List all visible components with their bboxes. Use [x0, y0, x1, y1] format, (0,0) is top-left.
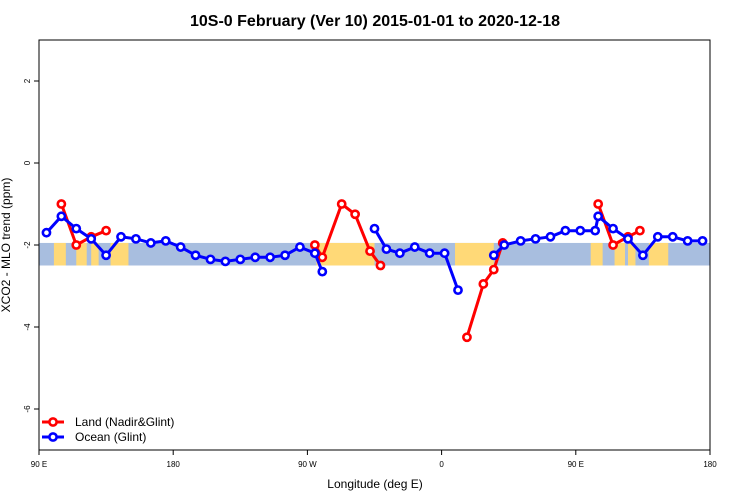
data-point [131, 233, 141, 244]
legend-item: Ocean (Glint) [42, 430, 146, 444]
data-point [101, 250, 111, 261]
land-region [627, 242, 636, 266]
x-tick-label: 90 E [31, 460, 47, 469]
data-point [145, 238, 156, 248]
land-region [455, 242, 494, 266]
chart-title: 10S-0 February (Ver 10) 2015-01-01 to 20… [190, 13, 560, 30]
data-point [623, 233, 633, 244]
plot-area [39, 199, 710, 343]
data-point [667, 231, 678, 242]
legend-item: Land (Nadir&Glint) [42, 415, 174, 429]
legend-label: Ocean (Glint) [75, 430, 146, 444]
data-point [593, 211, 604, 222]
land-region [614, 242, 626, 266]
data-point [56, 211, 67, 222]
data-point [499, 240, 510, 250]
y-axis-label: XCO2 - MLO trend (ppm) [0, 178, 13, 313]
data-point [336, 199, 347, 209]
data-point [575, 225, 586, 236]
land-region [110, 242, 129, 266]
data-point [190, 250, 201, 261]
series-line [596, 203, 641, 247]
data-point [250, 252, 261, 263]
x-tick-label: 90 W [298, 460, 317, 469]
data-point [265, 252, 276, 263]
land-region [316, 242, 375, 266]
data-point [295, 242, 305, 252]
series-line [492, 214, 703, 257]
data-point [409, 242, 420, 252]
data-point [478, 279, 489, 289]
data-point [41, 227, 52, 238]
data-point [635, 225, 645, 236]
data-point [369, 223, 380, 234]
data-point [394, 248, 405, 259]
legend-label: Land (Nadir&Glint) [75, 415, 174, 429]
data-point [280, 250, 290, 261]
data-point [697, 235, 708, 246]
data-point [235, 254, 246, 265]
data-point [71, 223, 82, 234]
land-region [91, 242, 99, 266]
data-point [590, 225, 601, 236]
x-axis: 90 E 180 90 W 0 90 E 180 [31, 450, 717, 469]
data-point [56, 199, 67, 209]
legend-marker [48, 432, 58, 442]
data-point [462, 332, 472, 343]
data-point [116, 231, 126, 242]
data-point [453, 285, 463, 295]
y-tick-label: -2 [23, 241, 32, 249]
data-point [71, 240, 82, 250]
data-point [515, 235, 526, 246]
data-point [488, 264, 499, 275]
data-point [381, 244, 392, 254]
data-point [424, 248, 435, 259]
data-point [350, 209, 361, 220]
data-point [375, 260, 386, 271]
land-region [76, 242, 87, 266]
y-tick-label: 0 [23, 160, 32, 165]
data-point [638, 250, 648, 261]
data-point [608, 223, 618, 234]
data-point [488, 250, 499, 261]
data-point [220, 256, 231, 267]
x-tick-label: 0 [439, 460, 444, 469]
data-point [86, 233, 97, 244]
data-point [205, 254, 216, 265]
data-point [545, 231, 556, 242]
y-tick-label: -6 [23, 405, 32, 413]
data-point [439, 248, 450, 259]
legend: Land (Nadir&Glint)Ocean (Glint) [42, 415, 174, 444]
land-region [53, 242, 66, 266]
legend-marker [48, 417, 58, 427]
series-ocean [41, 211, 708, 295]
data-point [530, 233, 541, 244]
y-tick-label: -4 [23, 323, 32, 331]
data-point [652, 231, 663, 242]
data-point [682, 235, 693, 246]
series-land [56, 199, 645, 343]
x-tick-label: 180 [167, 460, 181, 469]
data-point [608, 240, 618, 250]
data-point [317, 252, 328, 263]
data-point [175, 242, 186, 252]
x-tick-label: 90 E [568, 460, 584, 469]
data-point [160, 235, 171, 246]
y-tick-label: 2 [23, 78, 32, 83]
x-axis-label: Longitude (deg E) [327, 477, 422, 491]
land-region [590, 242, 603, 266]
data-point [309, 248, 320, 259]
data-point [365, 246, 375, 257]
y-axis: 2 0 -2 -4 -6 [23, 78, 39, 413]
series-line [59, 203, 107, 247]
data-point [101, 225, 111, 236]
data-point [560, 225, 571, 236]
x-tick-label: 180 [703, 460, 717, 469]
data-point [593, 199, 604, 209]
data-point [317, 266, 328, 277]
land-region [648, 242, 669, 266]
data-point [309, 240, 320, 250]
